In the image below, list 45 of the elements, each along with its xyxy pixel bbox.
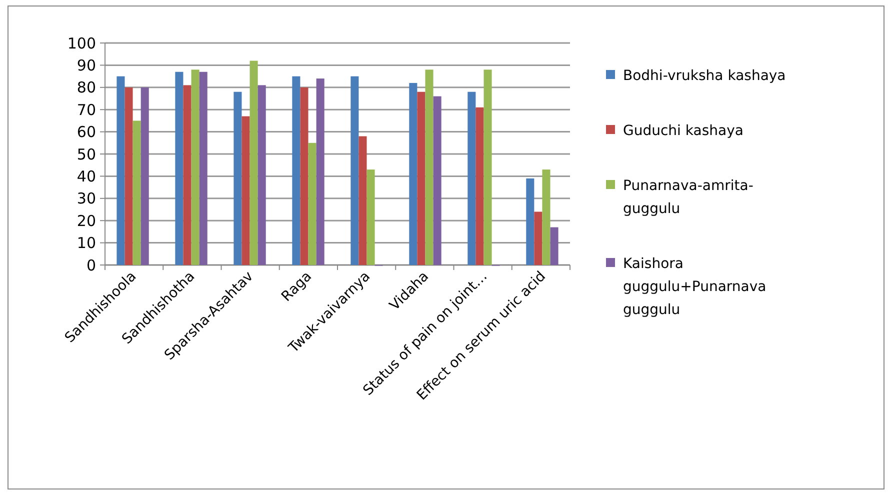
- bar: [534, 212, 542, 265]
- bar: [132, 120, 141, 265]
- y-tick-label: 80: [76, 78, 96, 97]
- y-tick-label: 0: [86, 256, 96, 274]
- legend-label: Kaishora guggulu+Punarnava guggulu: [623, 256, 766, 318]
- legend-label: Guduchi kashaya: [623, 122, 744, 139]
- bar: [358, 136, 367, 265]
- y-tick-label: 40: [76, 167, 96, 186]
- bar: [175, 72, 184, 265]
- y-tick-label: 90: [76, 56, 96, 74]
- bar: [542, 170, 550, 265]
- bar: [350, 76, 359, 265]
- bar: [550, 227, 558, 265]
- bar: [366, 170, 375, 265]
- bar: [250, 60, 258, 265]
- bar: [292, 76, 300, 265]
- y-tick-label: 60: [76, 123, 96, 142]
- bar: [258, 85, 266, 265]
- y-tick-label: 70: [76, 100, 96, 119]
- legend-label: Punarnava-amrita-guggulu: [623, 178, 754, 217]
- bar: [308, 142, 316, 265]
- bar: [476, 107, 484, 265]
- y-tick-label: 50: [76, 145, 96, 164]
- bar: [300, 87, 308, 265]
- legend-label: Bodhi-vruksha kashaya: [623, 68, 786, 84]
- bar: [140, 87, 149, 265]
- bar: [199, 72, 208, 265]
- bar: [433, 96, 442, 265]
- bar: [116, 76, 125, 265]
- bar: [409, 82, 418, 265]
- y-tick-label: 10: [76, 234, 96, 252]
- bar: [183, 85, 192, 265]
- y-tick-label: 100: [67, 34, 96, 52]
- y-tick-label: 30: [76, 190, 96, 208]
- bar: [468, 92, 476, 265]
- bar: [526, 178, 534, 265]
- bar: [242, 116, 250, 265]
- bar: [417, 92, 426, 265]
- bar: [316, 78, 324, 265]
- bar: [124, 87, 133, 265]
- bar: [234, 92, 242, 265]
- bar: [191, 70, 200, 265]
- y-tick-label: 20: [76, 212, 96, 230]
- bar: [484, 70, 492, 265]
- bar: [425, 70, 434, 265]
